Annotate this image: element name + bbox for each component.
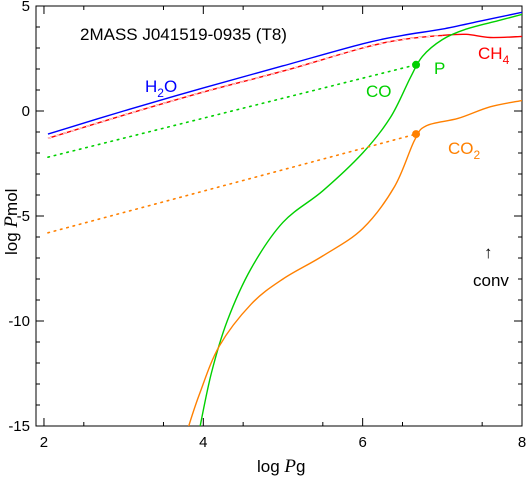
conv-label: conv bbox=[473, 271, 509, 290]
series-line-co2 bbox=[187, 99, 522, 426]
y-axis-label: log Pmol bbox=[1, 189, 22, 255]
plot-frame bbox=[35, 5, 523, 427]
series-label-co2: CO2 bbox=[448, 139, 481, 162]
axis-ticks: 2 4 6 8 -15 -10 -5 0 5 bbox=[8, 0, 526, 451]
series-label-co: CO bbox=[366, 82, 392, 101]
series-line-co-dotted bbox=[47, 64, 417, 158]
conv-arrow: ↑ bbox=[484, 243, 493, 262]
series-line-co bbox=[199, 13, 522, 426]
data-point bbox=[412, 60, 421, 69]
x-tick-label: 2 bbox=[40, 434, 48, 451]
series-label-ch4: CH4 bbox=[478, 44, 510, 67]
y-tick-label: 5 bbox=[22, 0, 30, 15]
series-group bbox=[47, 11, 522, 426]
y-tick-label: -15 bbox=[8, 418, 30, 435]
series-line-co2-dotted bbox=[47, 133, 417, 234]
x-tick-label: 8 bbox=[518, 434, 526, 451]
data-point bbox=[412, 130, 421, 139]
y-tick-label: 0 bbox=[22, 103, 30, 120]
chart-title: 2MASS J041519-0935 (T8) bbox=[80, 25, 287, 44]
series-line-h2o bbox=[47, 11, 522, 135]
x-axis-label: log Pg bbox=[257, 456, 306, 477]
point-label-p: P bbox=[434, 59, 445, 78]
series-line-ch4 bbox=[47, 33, 522, 139]
x-tick-label: 6 bbox=[358, 434, 366, 451]
series-line-ch4-dashed bbox=[47, 34, 443, 139]
y-tick-label: -10 bbox=[8, 313, 30, 330]
x-tick-label: 4 bbox=[199, 434, 207, 451]
points-group bbox=[412, 60, 421, 139]
series-label-h2o: H2O bbox=[145, 77, 177, 100]
y-tick-label: -5 bbox=[17, 208, 30, 225]
